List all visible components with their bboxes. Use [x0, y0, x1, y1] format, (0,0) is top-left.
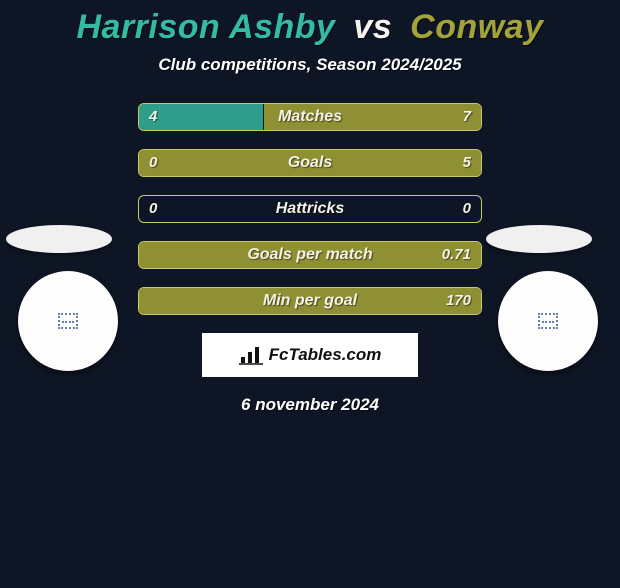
comparison-title: Harrison Ashby vs Conway: [0, 8, 620, 47]
comparison-date: 6 november 2024: [0, 395, 620, 415]
stat-row: Hattricks0 0: [138, 195, 482, 223]
player-right-avatar: [498, 271, 598, 371]
avatar-placeholder-icon: [538, 313, 558, 329]
stat-label: Matches: [139, 104, 481, 130]
stat-row: Min per goal170: [138, 287, 482, 315]
flag-right-ellipse: [486, 225, 592, 253]
stat-label: Goals: [139, 150, 481, 176]
player-left-avatar: [18, 271, 118, 371]
player-right-name: Conway: [410, 8, 543, 46]
stat-label: Hattricks: [139, 196, 481, 222]
stat-value-left: 0: [149, 196, 157, 222]
avatar-placeholder-icon: [58, 313, 78, 329]
stat-label: Min per goal: [139, 288, 481, 314]
stat-value-left: 4: [149, 104, 157, 130]
vs-text: vs: [353, 8, 392, 46]
stat-row: Goals0 5: [138, 149, 482, 177]
player-left-name: Harrison Ashby: [76, 8, 335, 46]
stat-value-right: 5: [463, 150, 471, 176]
stat-row: Matches4 7: [138, 103, 482, 131]
stat-value-right: 170: [446, 288, 471, 314]
stat-row: Goals per match0.71: [138, 241, 482, 269]
stat-value-right: 7: [463, 104, 471, 130]
source-banner-text: FcTables.com: [269, 345, 382, 365]
stat-value-left: 0: [149, 150, 157, 176]
stat-value-right: 0.71: [442, 242, 471, 268]
stat-value-right: 0: [463, 196, 471, 222]
stat-label: Goals per match: [139, 242, 481, 268]
stats-bars: Matches47Goals05Hattricks00Goals per mat…: [138, 103, 482, 315]
subtitle: Club competitions, Season 2024/2025: [0, 55, 620, 75]
source-banner: FcTables.com: [202, 333, 418, 377]
comparison-content: Matches47Goals05Hattricks00Goals per mat…: [0, 103, 620, 415]
flag-left-ellipse: [6, 225, 112, 253]
barchart-icon: [239, 345, 263, 365]
